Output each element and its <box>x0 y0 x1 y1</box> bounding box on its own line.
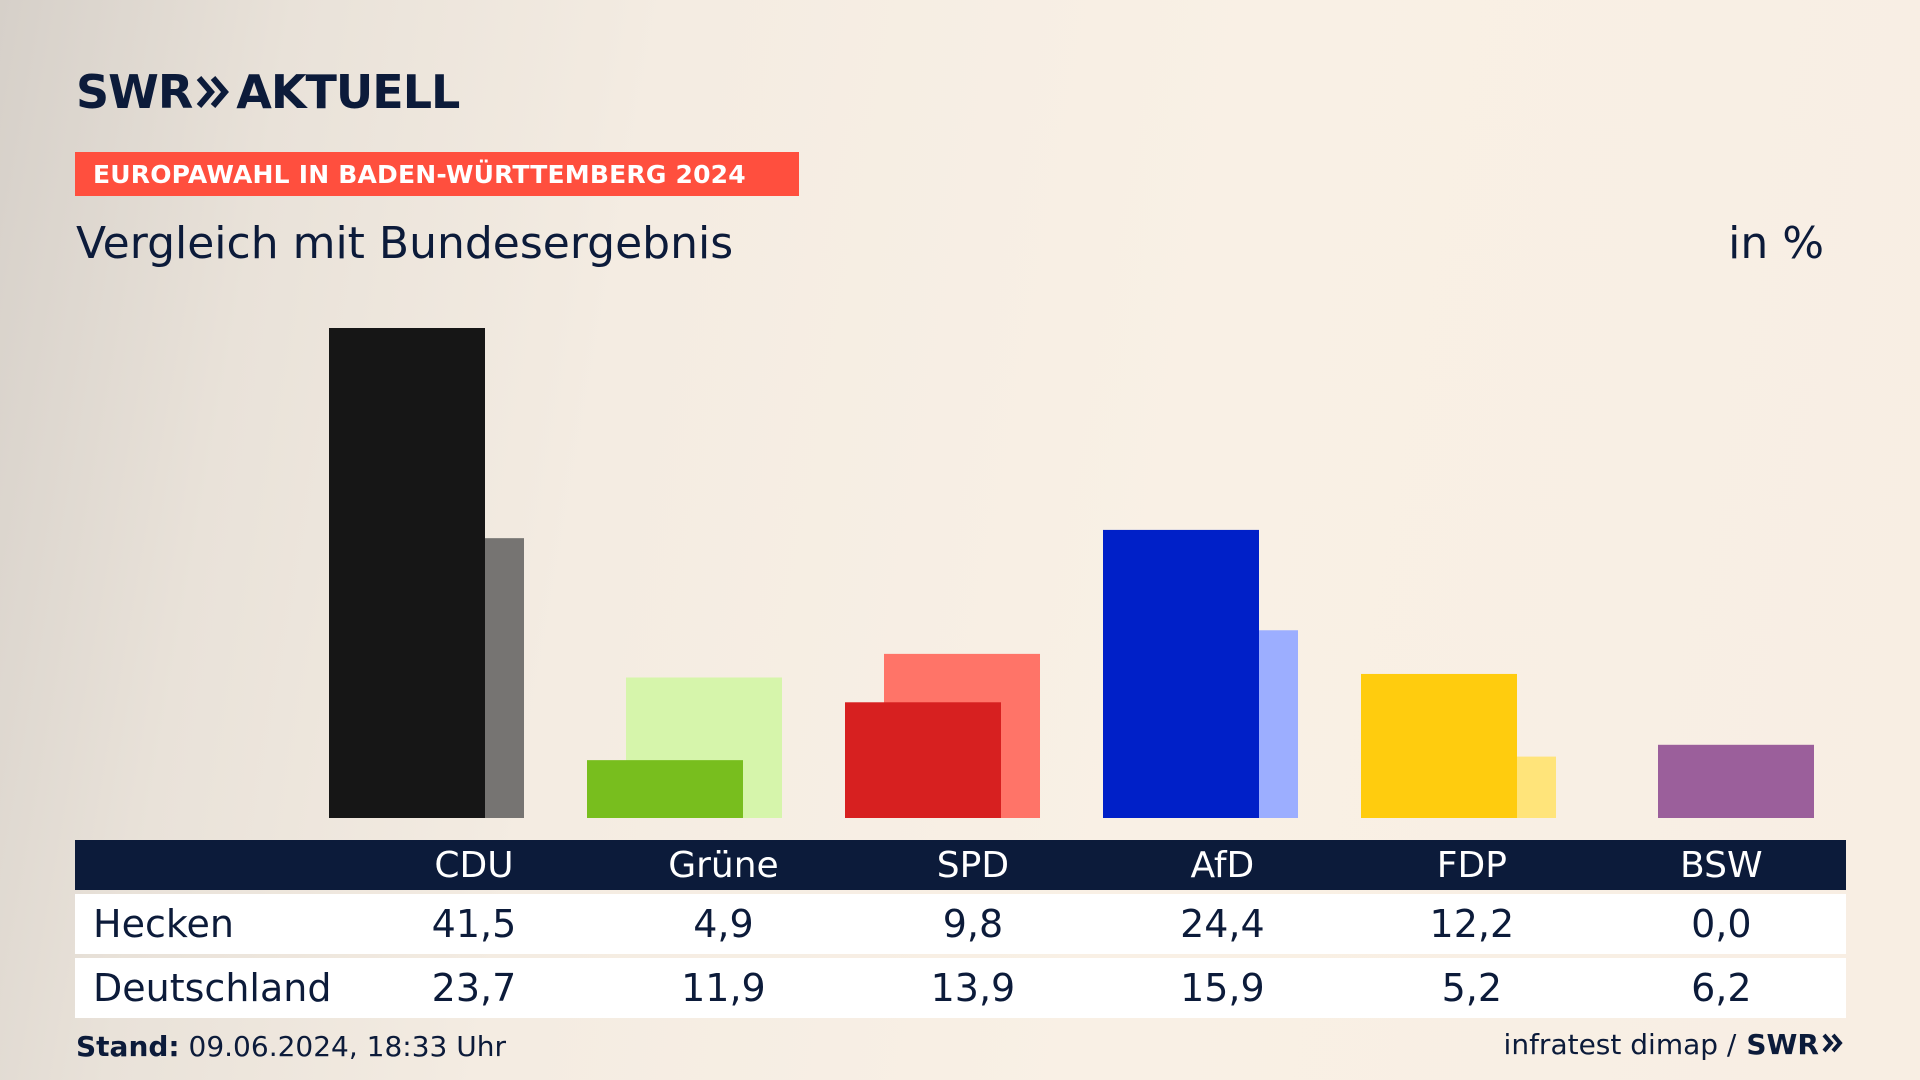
bar-deutschland <box>1658 744 1814 818</box>
value-cell: 5,2 <box>1441 966 1503 1010</box>
row-label: Deutschland <box>93 966 332 1010</box>
party-header: FDP <box>1436 844 1507 886</box>
value-cell: 41,5 <box>431 902 517 946</box>
party-header: CDU <box>434 844 514 886</box>
value-cell: 6,2 <box>1691 966 1752 1010</box>
unit-label: in % <box>1728 218 1824 269</box>
value-cell: 0,0 <box>1691 902 1752 946</box>
source-brand: SWR <box>1746 1028 1819 1061</box>
subtitle-banner: EUROPAWAHL IN BADEN-WÜRTTEMBERG 2024 <box>75 152 799 196</box>
value-cell: 23,7 <box>431 966 517 1010</box>
bar-hecken <box>587 760 743 818</box>
value-cell: 11,9 <box>681 966 766 1010</box>
value-cell: 15,9 <box>1180 966 1265 1010</box>
value-cell: 12,2 <box>1429 902 1515 946</box>
stand-label: Stand: <box>76 1030 180 1063</box>
bar-hecken <box>1361 673 1517 818</box>
row-label: Hecken <box>93 902 234 946</box>
value-cell: 24,4 <box>1180 902 1265 946</box>
double-chevron-icon <box>196 74 230 110</box>
source-text: infratest dimap / <box>1503 1028 1737 1061</box>
results-table: CDU Grüne SPD AfD FDP BSW Hecken 41,5 4,9 9,8 24… <box>75 840 1846 1018</box>
table-header: CDU Grüne SPD AfD FDP BSW <box>75 840 1846 890</box>
party-header: SPD <box>936 844 1010 886</box>
table-row-deutschland: Deutschland 23,7 11,9 13,9 15,9 5,2 6,2 <box>75 958 1846 1018</box>
chart-title: Vergleich mit Bundesergebnis <box>76 218 734 269</box>
party-header: Grüne <box>668 844 779 886</box>
source-credit: infratest dimap / SWR <box>1504 1028 1844 1061</box>
bar-chart <box>329 328 1814 818</box>
value-cell: 9,8 <box>942 902 1004 946</box>
logo-product: AKTUELL <box>236 65 460 119</box>
header-spacer <box>75 840 349 890</box>
bar-hecken <box>1103 529 1259 818</box>
party-header: AfD <box>1190 844 1255 886</box>
value-cell: 13,9 <box>930 966 1016 1010</box>
stand-value: 09.06.2024, 18:33 Uhr <box>188 1030 506 1063</box>
swr-aktuell-logo: SWR AKTUELL <box>76 64 460 120</box>
double-chevron-small-icon <box>1822 1028 1844 1061</box>
bar-hecken <box>329 328 485 818</box>
party-header: BSW <box>1680 844 1763 886</box>
timestamp: Stand: 09.06.2024, 18:33 Uhr <box>76 1030 506 1063</box>
table-row-hecken: Hecken 41,5 4,9 9,8 24,4 12,2 0,0 <box>75 894 1846 954</box>
value-cell: 4,9 <box>693 902 754 946</box>
bar-hecken <box>845 702 1001 818</box>
logo-brand: SWR <box>76 65 193 119</box>
